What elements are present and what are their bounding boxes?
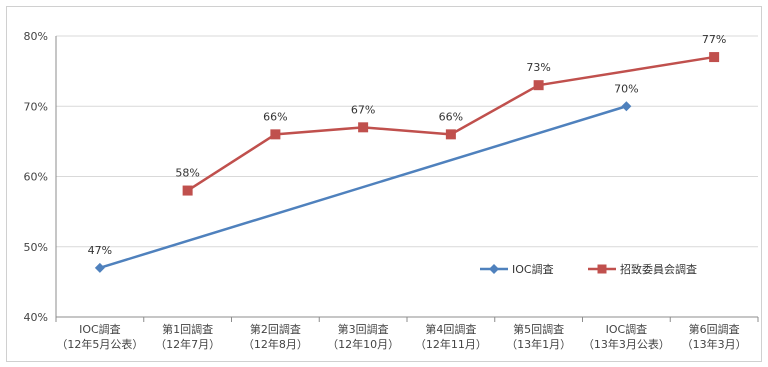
x-tick-label: IOC調査（13年3月公表） <box>583 322 670 351</box>
data-label: 77% <box>702 33 726 46</box>
x-tick-label: 第6回調査（13年3月） <box>682 322 747 351</box>
legend-entry: IOC調査 <box>512 262 554 276</box>
y-tick-label: 70% <box>24 100 48 113</box>
data-point <box>621 101 632 112</box>
data-point <box>94 262 105 273</box>
legend-marker <box>489 264 499 274</box>
data-label: 47% <box>88 244 112 257</box>
y-tick-label: 40% <box>24 311 48 324</box>
data-point <box>182 185 193 196</box>
x-tick-label-line: 第3回調査 <box>338 322 389 336</box>
x-tick-label-line: （12年5月公表） <box>56 337 143 351</box>
x-tick-label-line: 第4回調査 <box>425 322 476 336</box>
x-tick-label-line: （12年8月） <box>243 337 308 351</box>
x-tick-label-line: IOC調査 <box>606 322 648 336</box>
data-label: 58% <box>175 167 199 180</box>
x-tick-label-line: （12年10月） <box>327 337 399 351</box>
x-tick-label-line: 第5回調査 <box>513 322 564 336</box>
data-point <box>533 80 544 91</box>
x-tick-label-line: 第2回調査 <box>250 322 301 336</box>
data-point <box>270 129 281 140</box>
data-label: 66% <box>439 110 463 123</box>
data-point <box>445 129 456 140</box>
data-label: 66% <box>263 110 287 123</box>
x-tick-label-line: 第1回調査 <box>162 322 213 336</box>
x-tick-label: 第2回調査（12年8月） <box>243 322 308 351</box>
series-line <box>99 105 627 270</box>
x-tick-label-line: （12年7月） <box>155 337 220 351</box>
series <box>94 52 720 273</box>
x-tick-label-line: 第6回調査 <box>689 322 740 336</box>
legend: IOC調査 招致委員会調査 <box>480 262 697 276</box>
data-point <box>709 52 720 63</box>
x-tick-label: 第3回調査（12年10月） <box>327 322 399 351</box>
x-tick-label-line: （13年3月公表） <box>583 337 670 351</box>
x-tick-label-line: （13年3月） <box>682 337 747 351</box>
x-tick-label: IOC調査（12年5月公表） <box>56 322 143 351</box>
y-tick-label: 60% <box>24 171 48 184</box>
y-tick-label: 80% <box>24 30 48 43</box>
chart-frame <box>6 6 762 362</box>
legend-entry: 招致委員会調査 <box>620 262 697 276</box>
data-labels: 47% 70% 58% 66% 67% 66% 73% 77% <box>88 33 727 257</box>
x-tick-label-line: （12年11月） <box>415 337 487 351</box>
data-label: 67% <box>351 103 375 116</box>
data-label: 70% <box>614 82 638 95</box>
x-tick-label-line: （13年1月） <box>506 337 571 351</box>
x-tick-label: 第4回調査（12年11月） <box>415 322 487 351</box>
y-tick-label: 50% <box>24 241 48 254</box>
category-labels: IOC調査（12年5月公表）第1回調査（12年7月）第2回調査（12年8月）第3… <box>56 322 746 351</box>
legend-marker <box>597 264 607 274</box>
y-tick-labels: 40% 50% 60% 70% 80% <box>24 30 48 324</box>
x-tick-label-line: IOC調査 <box>79 322 121 336</box>
x-tick-label: 第1回調査（12年7月） <box>155 322 220 351</box>
x-tick-label: 第5回調査（13年1月） <box>506 322 571 351</box>
axes <box>55 36 759 322</box>
data-point <box>358 122 369 133</box>
data-label: 73% <box>526 61 550 74</box>
series-line <box>186 55 715 192</box>
